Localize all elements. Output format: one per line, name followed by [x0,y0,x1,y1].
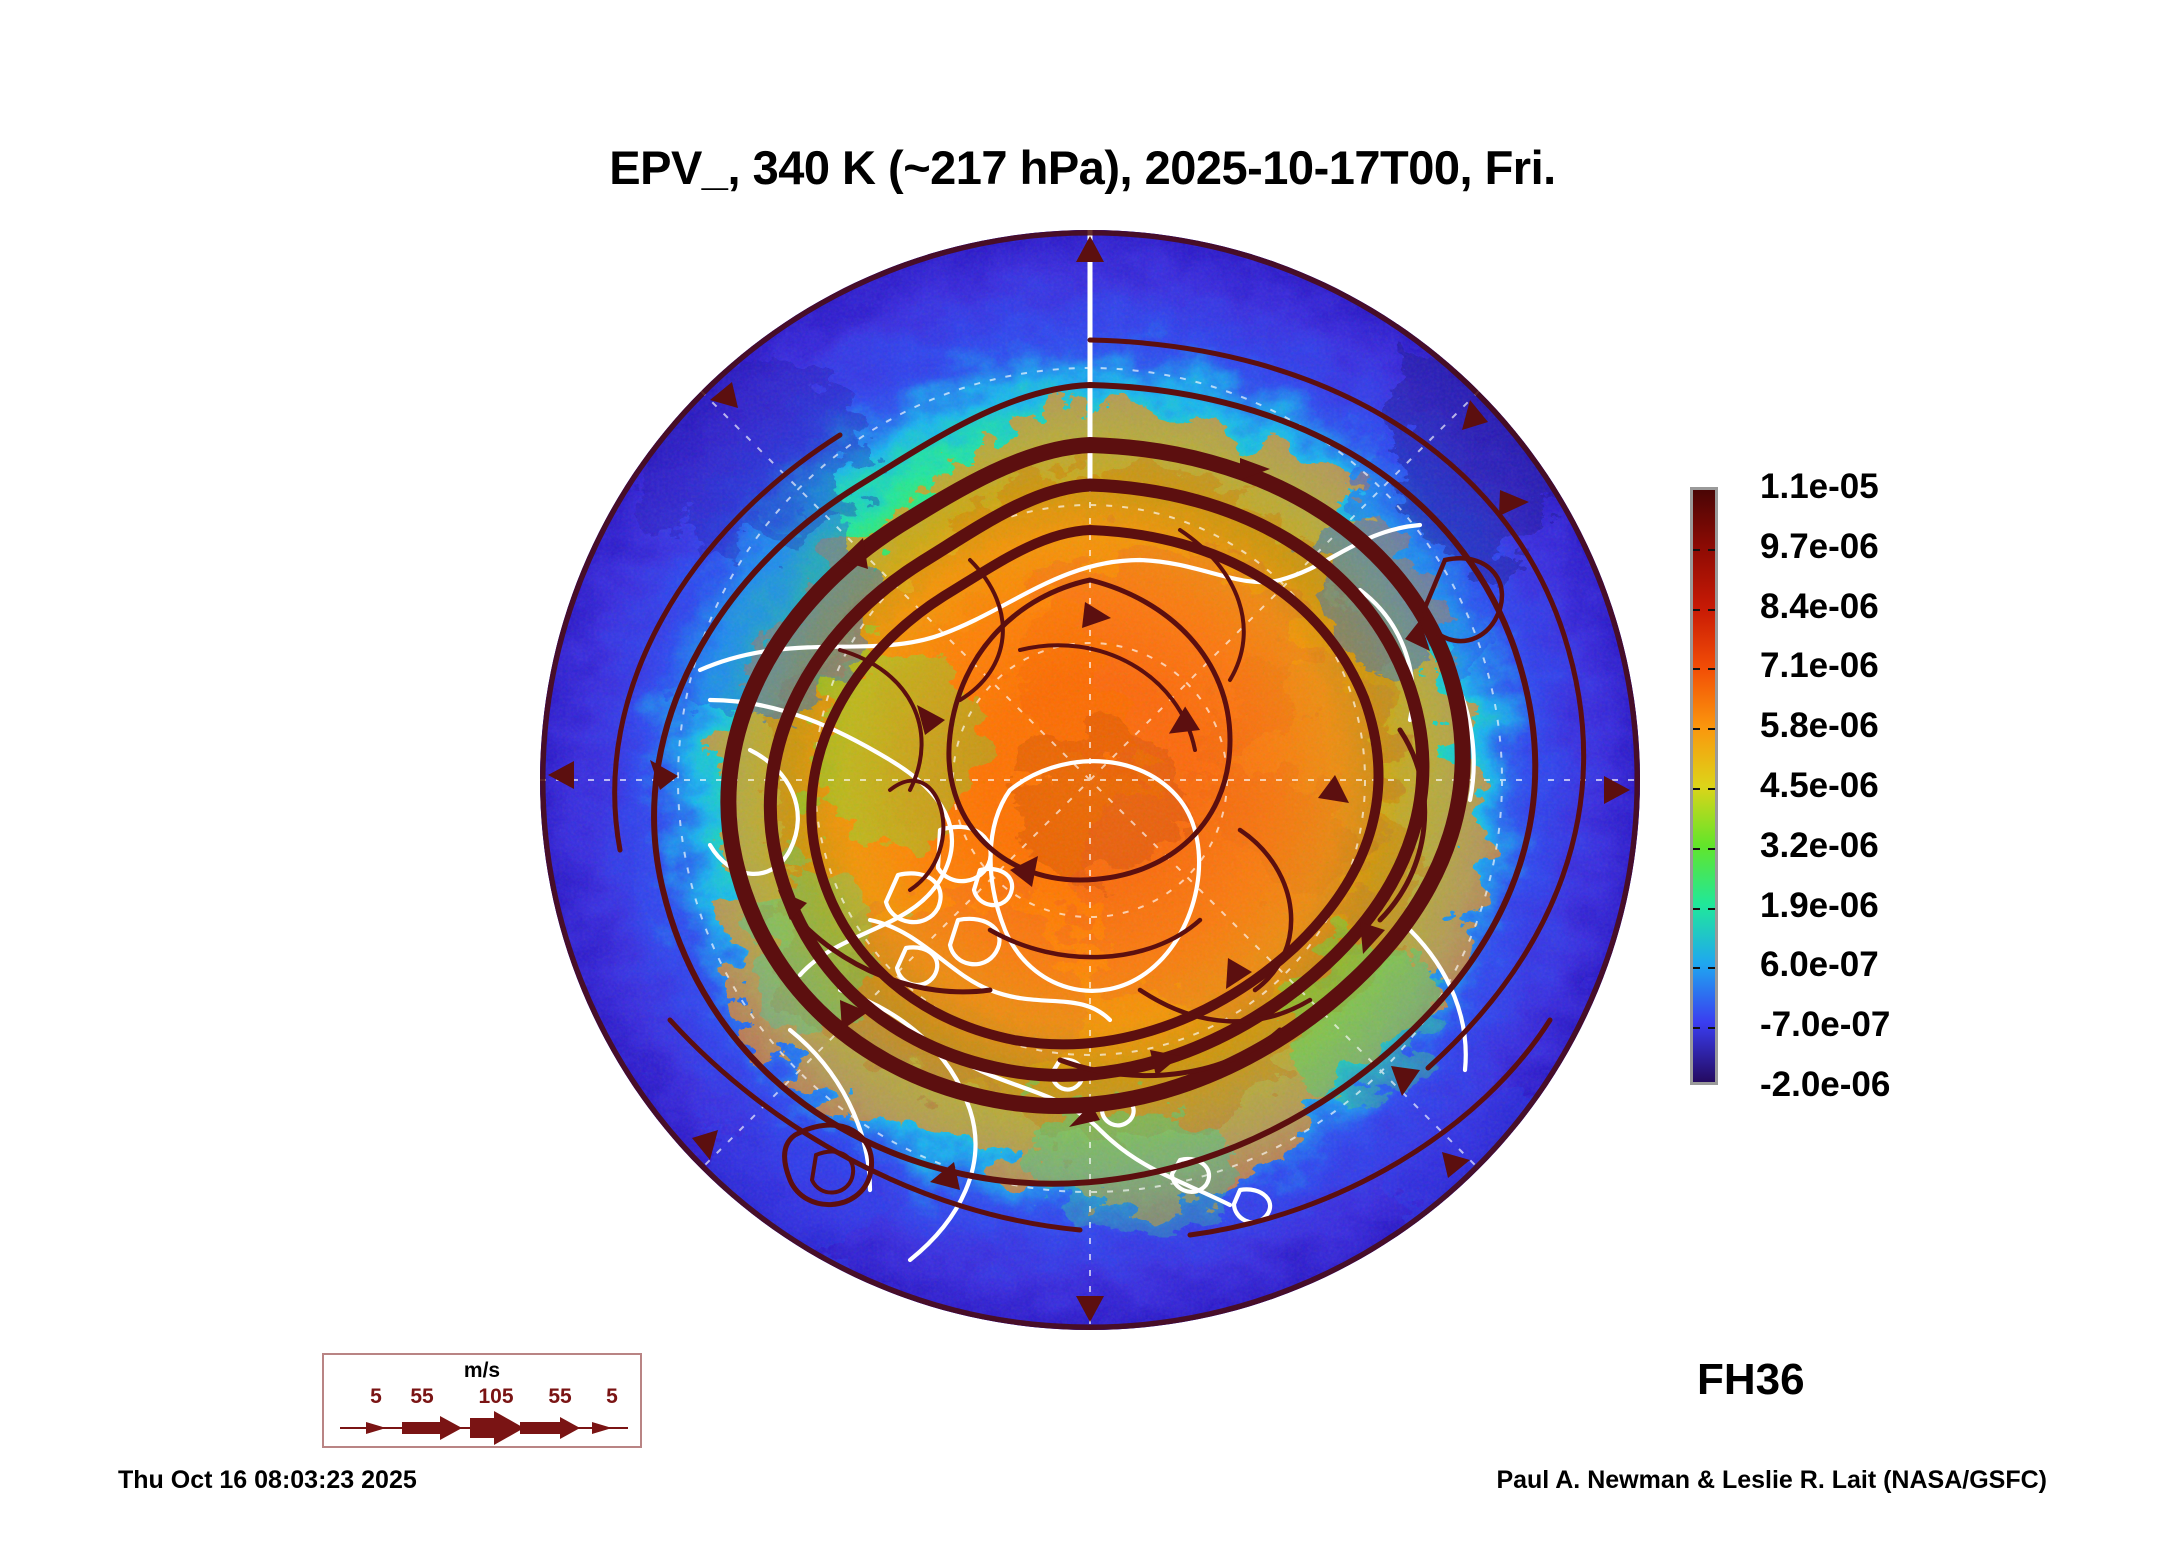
streamlines [612,337,1586,1238]
colorbar-tick-label: 1.9e-06 [1760,885,1879,925]
colorbar-tick-label: 4.5e-06 [1760,766,1879,805]
colorbar-tick-label: 7.1e-06 [1760,646,1879,686]
colorbar-tick-label: 1.1e-05 [1760,467,1879,506]
generation-timestamp: Thu Oct 16 08:03:23 2025 [118,1466,417,1494]
globe-disk [540,230,1640,1330]
colorbar-tick-label: 5.8e-06 [1760,706,1879,746]
polar-map [540,230,1640,1330]
colorbar-tick-label: 8.4e-06 [1760,586,1879,626]
wind-key-value: 105 [478,1385,514,1408]
colorbar-tick-label: 3.2e-06 [1760,825,1879,865]
wind-key-value: 55 [548,1385,572,1408]
wind-key-value: 5 [370,1385,382,1408]
colorbar-tick-label: 9.7e-06 [1760,526,1879,566]
flow-arrowheads [650,458,1529,1190]
colorbar-ticks [1693,490,1715,1082]
rim-arrows [548,236,1630,1322]
wind-speed-key: m/s 5 55 105 55 5 [322,1353,642,1448]
map-layers [540,230,1640,1330]
wind-key-value: 5 [606,1385,618,1408]
colorbar-tick-label: -7.0e-07 [1760,1005,1891,1045]
page-title: EPV_, 340 K (~217 hPa), 2025-10-17T00, F… [609,141,1556,194]
disk-edge [540,230,1640,1330]
colorbar-tick-label: -2.0e-06 [1760,1065,1891,1104]
author-credit: Paul A. Newman & Leslie R. Lait (NASA/GS… [1496,1466,2047,1494]
colorbar-labels: 1.1e-05 9.7e-06 8.4e-06 7.1e-06 5.8e-06 4.5e-… [1760,467,2020,1104]
wind-key-value: 55 [410,1385,434,1408]
colorbar-gradient [1693,490,1715,1082]
forecast-hour-label: FH36 [1697,1355,1805,1404]
wind-key-unit: m/s [463,1359,501,1382]
coastlines [697,522,1476,1263]
colorbar [1690,487,1718,1085]
wind-key-arrows [340,1411,628,1445]
wind-key-values: 5 55 105 55 5 [324,1385,640,1411]
map-canvas [540,230,1640,1330]
colorbar-tick-label: 6.0e-07 [1760,945,1879,985]
